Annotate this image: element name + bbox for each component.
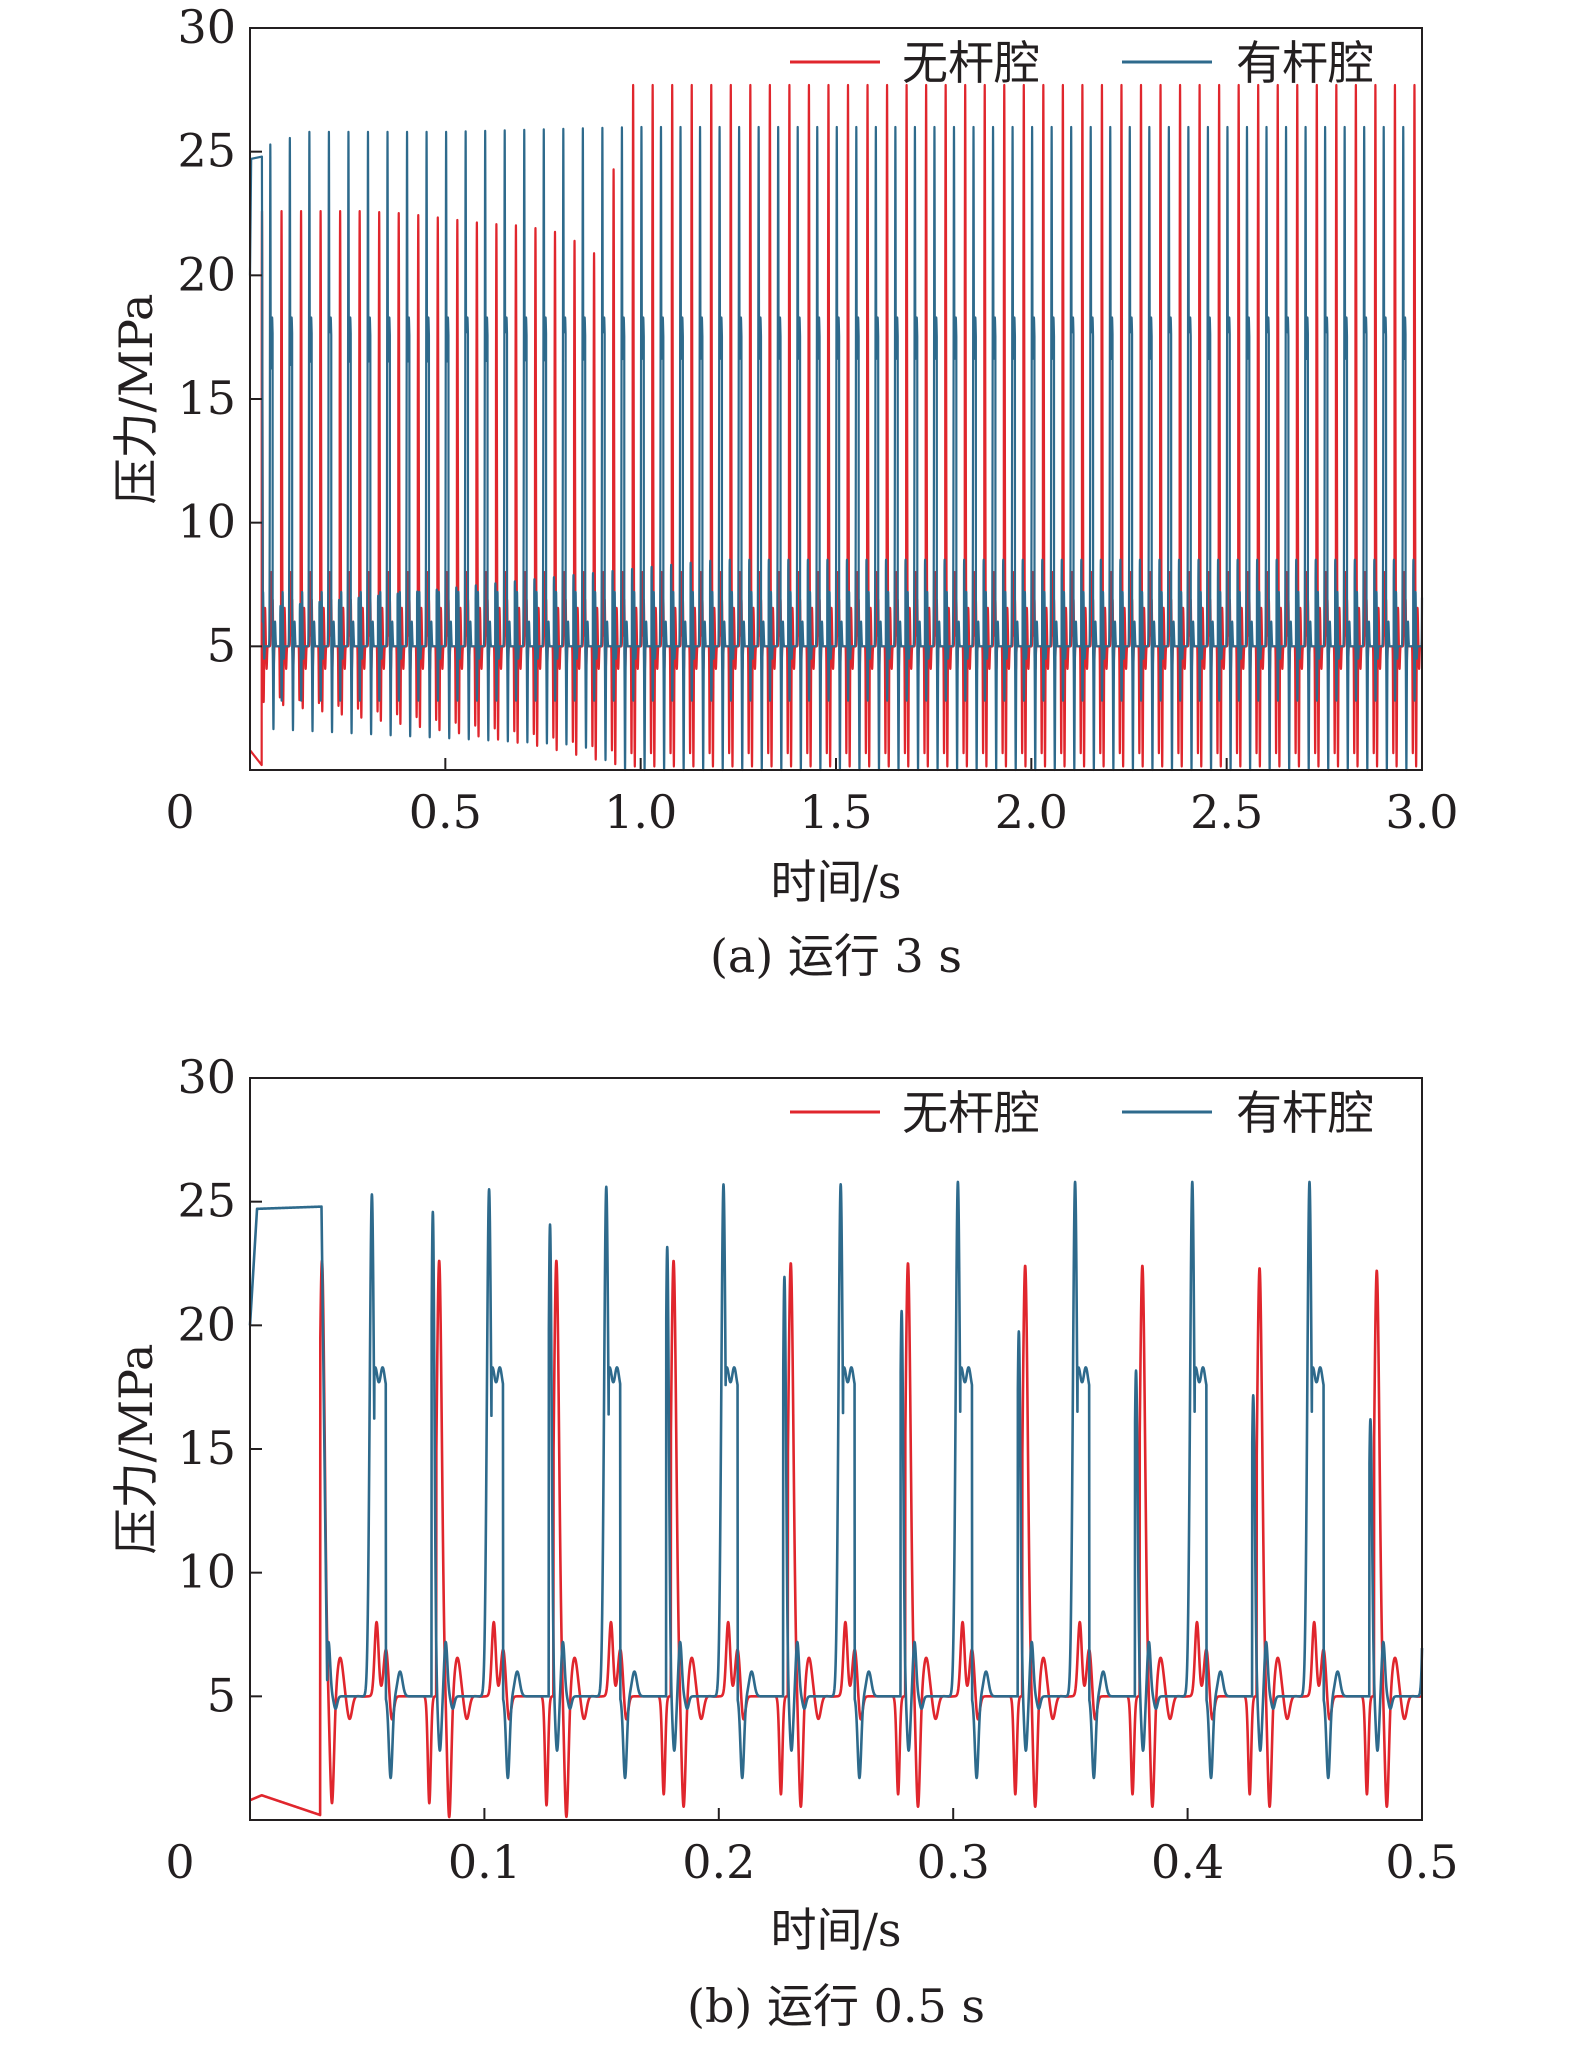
legend-label-rodless-a: 无杆腔 <box>902 36 1040 90</box>
y-tick-label: 10 <box>177 1545 236 1599</box>
y-tick-label: 30 <box>177 1050 236 1104</box>
series-rodless-chamber-b <box>248 1259 1424 1819</box>
x-tick-label: 2.5 <box>1190 785 1263 839</box>
y-tick-label: 25 <box>177 124 236 178</box>
series-rod-chamber-a <box>248 125 1424 772</box>
y-axis-label-b: 压力/MPa <box>109 1344 163 1555</box>
legend-label-rod-b: 有杆腔 <box>1236 1086 1374 1140</box>
x-axis-label-b: 时间/s <box>770 1903 901 1957</box>
y-tick-label: 15 <box>177 371 236 425</box>
x-tick-label: 0 <box>165 785 194 839</box>
chart-panel-b: 5 10 15 20 25 30 0 0.1 0.2 0.3 0.4 0.5 压力/MPa 时间/s… <box>109 1050 1459 2033</box>
x-tick-label: 3.0 <box>1385 785 1458 839</box>
y-tick-label: 30 <box>177 0 236 54</box>
y-tick-label: 5 <box>207 618 236 672</box>
legend-a: 无杆腔 有杆腔 <box>790 36 1374 90</box>
chart-panel-a: 5 10 15 20 25 30 0 0.5 1.0 1.5 2.0 2.5 3.0 压力/MPa 时… <box>109 0 1459 983</box>
y-axis-label-a: 压力/MPa <box>109 294 163 505</box>
x-tick-label: 0.1 <box>448 1835 521 1889</box>
series-line-rod <box>248 125 1424 772</box>
caption-a: (a) 运行 3 s <box>710 929 962 983</box>
x-tick-label: 0.5 <box>409 785 482 839</box>
x-tick-label: 0.5 <box>1385 1835 1458 1889</box>
y-tick-label: 15 <box>177 1421 236 1475</box>
y-tick-label: 5 <box>207 1668 236 1722</box>
x-axis-a: 0 0.5 1.0 1.5 2.0 2.5 3.0 <box>165 758 1459 839</box>
x-tick-label: 1.0 <box>604 785 677 839</box>
series-line-rodless <box>248 1259 1424 1819</box>
y-tick-label: 20 <box>177 247 236 301</box>
y-tick-label: 10 <box>177 495 236 549</box>
y-tick-label: 25 <box>177 1174 236 1228</box>
caption-b: (b) 运行 0.5 s <box>687 1979 985 2033</box>
x-tick-label: 0.4 <box>1151 1835 1224 1889</box>
legend-b: 无杆腔 有杆腔 <box>790 1086 1374 1140</box>
x-axis-b: 0 0.1 0.2 0.3 0.4 0.5 <box>165 1808 1459 1889</box>
x-tick-label: 2.0 <box>995 785 1068 839</box>
series-line-rod <box>248 1180 1424 1780</box>
x-axis-label-a: 时间/s <box>770 855 901 909</box>
y-tick-label: 20 <box>177 1297 236 1351</box>
y-axis-b: 5 10 15 20 25 30 <box>177 1050 262 1722</box>
legend-label-rodless-b: 无杆腔 <box>902 1086 1040 1140</box>
series-rod-chamber-b <box>248 1180 1424 1780</box>
x-tick-label: 0.3 <box>917 1835 990 1889</box>
x-tick-label: 1.5 <box>799 785 872 839</box>
y-axis-a: 5 10 15 20 25 30 <box>177 0 262 672</box>
x-tick-label: 0.2 <box>682 1835 755 1889</box>
legend-label-rod-a: 有杆腔 <box>1236 36 1374 90</box>
x-tick-label: 0 <box>165 1835 194 1889</box>
